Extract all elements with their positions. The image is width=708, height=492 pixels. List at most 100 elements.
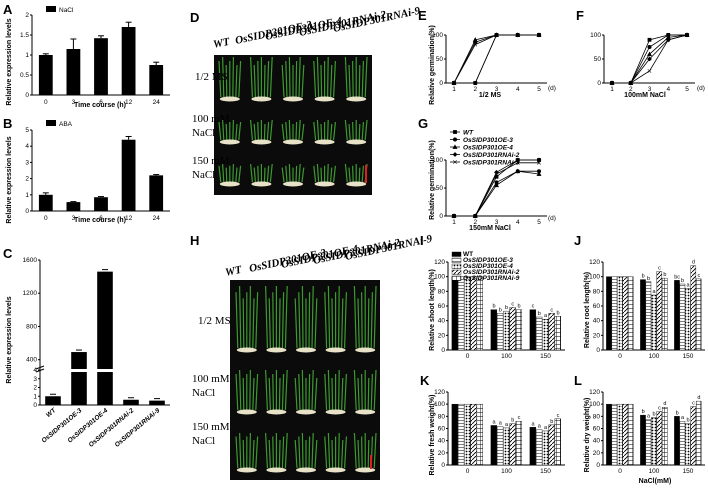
bar-J (627, 276, 634, 351)
xtick-label-A: 0 (44, 99, 48, 106)
ytick-label-F: 0 (597, 80, 601, 87)
bar-I (464, 276, 471, 351)
significance-letter-I: b (538, 311, 541, 317)
bar-K (529, 427, 537, 466)
bar-J (656, 271, 663, 351)
ytick-label-L: 0 (596, 462, 600, 469)
bar-J (674, 280, 680, 351)
xtick-label-L: 0 (618, 468, 622, 475)
photo-h-seedling (308, 436, 311, 469)
photo-h-seedling (344, 436, 347, 469)
photo-d-seedling (263, 167, 266, 183)
photo-d-seedling (316, 163, 320, 183)
photo-h-seedling (298, 436, 301, 469)
bar-J (645, 281, 652, 351)
bar-C (97, 271, 113, 405)
photo-h-seedling (268, 298, 271, 349)
bar-A (149, 65, 164, 95)
point-legend-G (453, 130, 457, 134)
photo-h-seedling (324, 436, 328, 469)
bar-K (509, 423, 516, 466)
photo-d-roots (314, 181, 335, 187)
ytick-label-I: 20 (438, 332, 446, 339)
significance-letter-I: a (544, 313, 548, 319)
photo-d-seedling (285, 121, 288, 141)
photo-d-roots (314, 139, 335, 145)
xtick-label-E: 2 (473, 86, 477, 93)
ytick-label-I: 100 (434, 274, 445, 281)
bar-L (685, 423, 691, 466)
row-label-h-100-nacl: NaCl (192, 387, 215, 399)
bar-J (661, 277, 668, 351)
ytick-label-K: 80 (438, 413, 446, 420)
significance-letter-J: a (686, 282, 690, 288)
photo-d-seedling (313, 165, 317, 183)
chart-E: 0 50 100 1 2 3 4 5 (432, 32, 547, 93)
ytick-label-I: 80 (438, 288, 446, 295)
bar-I (470, 276, 477, 351)
significance-letter-J: b (663, 272, 666, 278)
photo-d-seedling (352, 121, 354, 141)
photo-h-seedling (235, 436, 239, 469)
bar-B (38, 194, 53, 211)
ytick-label-C: 2 (33, 385, 37, 392)
ytick-label-L: 20 (593, 450, 601, 457)
bar-L (627, 403, 634, 466)
legend-label-I: WT (463, 251, 473, 258)
bar-I (548, 313, 555, 351)
photo-h-seedling (344, 373, 347, 411)
photo-d-seedling (348, 123, 351, 141)
legend-label-G: WT (463, 129, 474, 136)
photo-d-seedling (250, 163, 253, 183)
bar-B (94, 197, 108, 211)
photo-d-seedling (298, 119, 301, 141)
bar-K (503, 427, 510, 466)
point-G (452, 214, 456, 218)
photo-d-seedling (253, 167, 256, 183)
xtick-label-C: OsSIDP301RNAi-9 (114, 407, 162, 449)
bar-K (476, 403, 483, 466)
ytick-label-A: 0.5 (20, 72, 29, 79)
ytick-label-C: 1 (33, 393, 37, 400)
photo-h-seedling (298, 373, 301, 411)
photo-h-seedling (268, 439, 271, 469)
xtick-label-J: 150 (683, 353, 694, 360)
photo-h-roots (236, 467, 257, 473)
xtick-label-F: 4 (666, 86, 670, 93)
series-line-E (453, 34, 539, 84)
ytick-label-J: 60 (593, 303, 601, 310)
bar-J (685, 288, 691, 351)
panel-letter-g: G (418, 116, 428, 131)
significance-letter-L: a (647, 413, 651, 419)
photo-d-seedling (333, 165, 336, 183)
photo-h-seedling (331, 439, 334, 469)
bar-A (121, 27, 136, 95)
photo-d-genotype-header: WT (212, 35, 232, 50)
series-line-G (454, 159, 539, 217)
photo-d-seedling (316, 56, 320, 98)
xtick-label-A: 3 (72, 99, 76, 106)
xlabel-b: Time course (h) (74, 217, 126, 224)
photo-h-roots (266, 347, 287, 353)
xlabel-l: NaCl(mM) (639, 478, 672, 485)
photo-h-seedling (308, 292, 311, 349)
ylabel-b: Relative expression levels (6, 136, 13, 223)
row-label-h-150-nacl: NaCl (192, 435, 215, 447)
ytick-label-G: 0 (439, 213, 443, 220)
legend-swatch-b (46, 120, 56, 126)
ytick-label-J: 20 (593, 332, 601, 339)
bar-K (542, 430, 549, 466)
photo-h-seedling (324, 292, 328, 349)
significance-letter-I: c (532, 304, 535, 310)
xtick-label-A: 6 (99, 99, 103, 106)
significance-letter-L: b (676, 410, 679, 416)
significance-letter-J: c (658, 266, 661, 272)
series-line-G (454, 159, 539, 217)
bar-K (457, 403, 465, 466)
bar-B (149, 175, 164, 211)
bar-I (451, 276, 459, 351)
photo-h-roots (355, 409, 376, 415)
xtick-label-I: 0 (466, 353, 470, 360)
row-label-d-100: 100 mM (192, 113, 230, 125)
ytick-label-E: 50 (436, 56, 444, 63)
